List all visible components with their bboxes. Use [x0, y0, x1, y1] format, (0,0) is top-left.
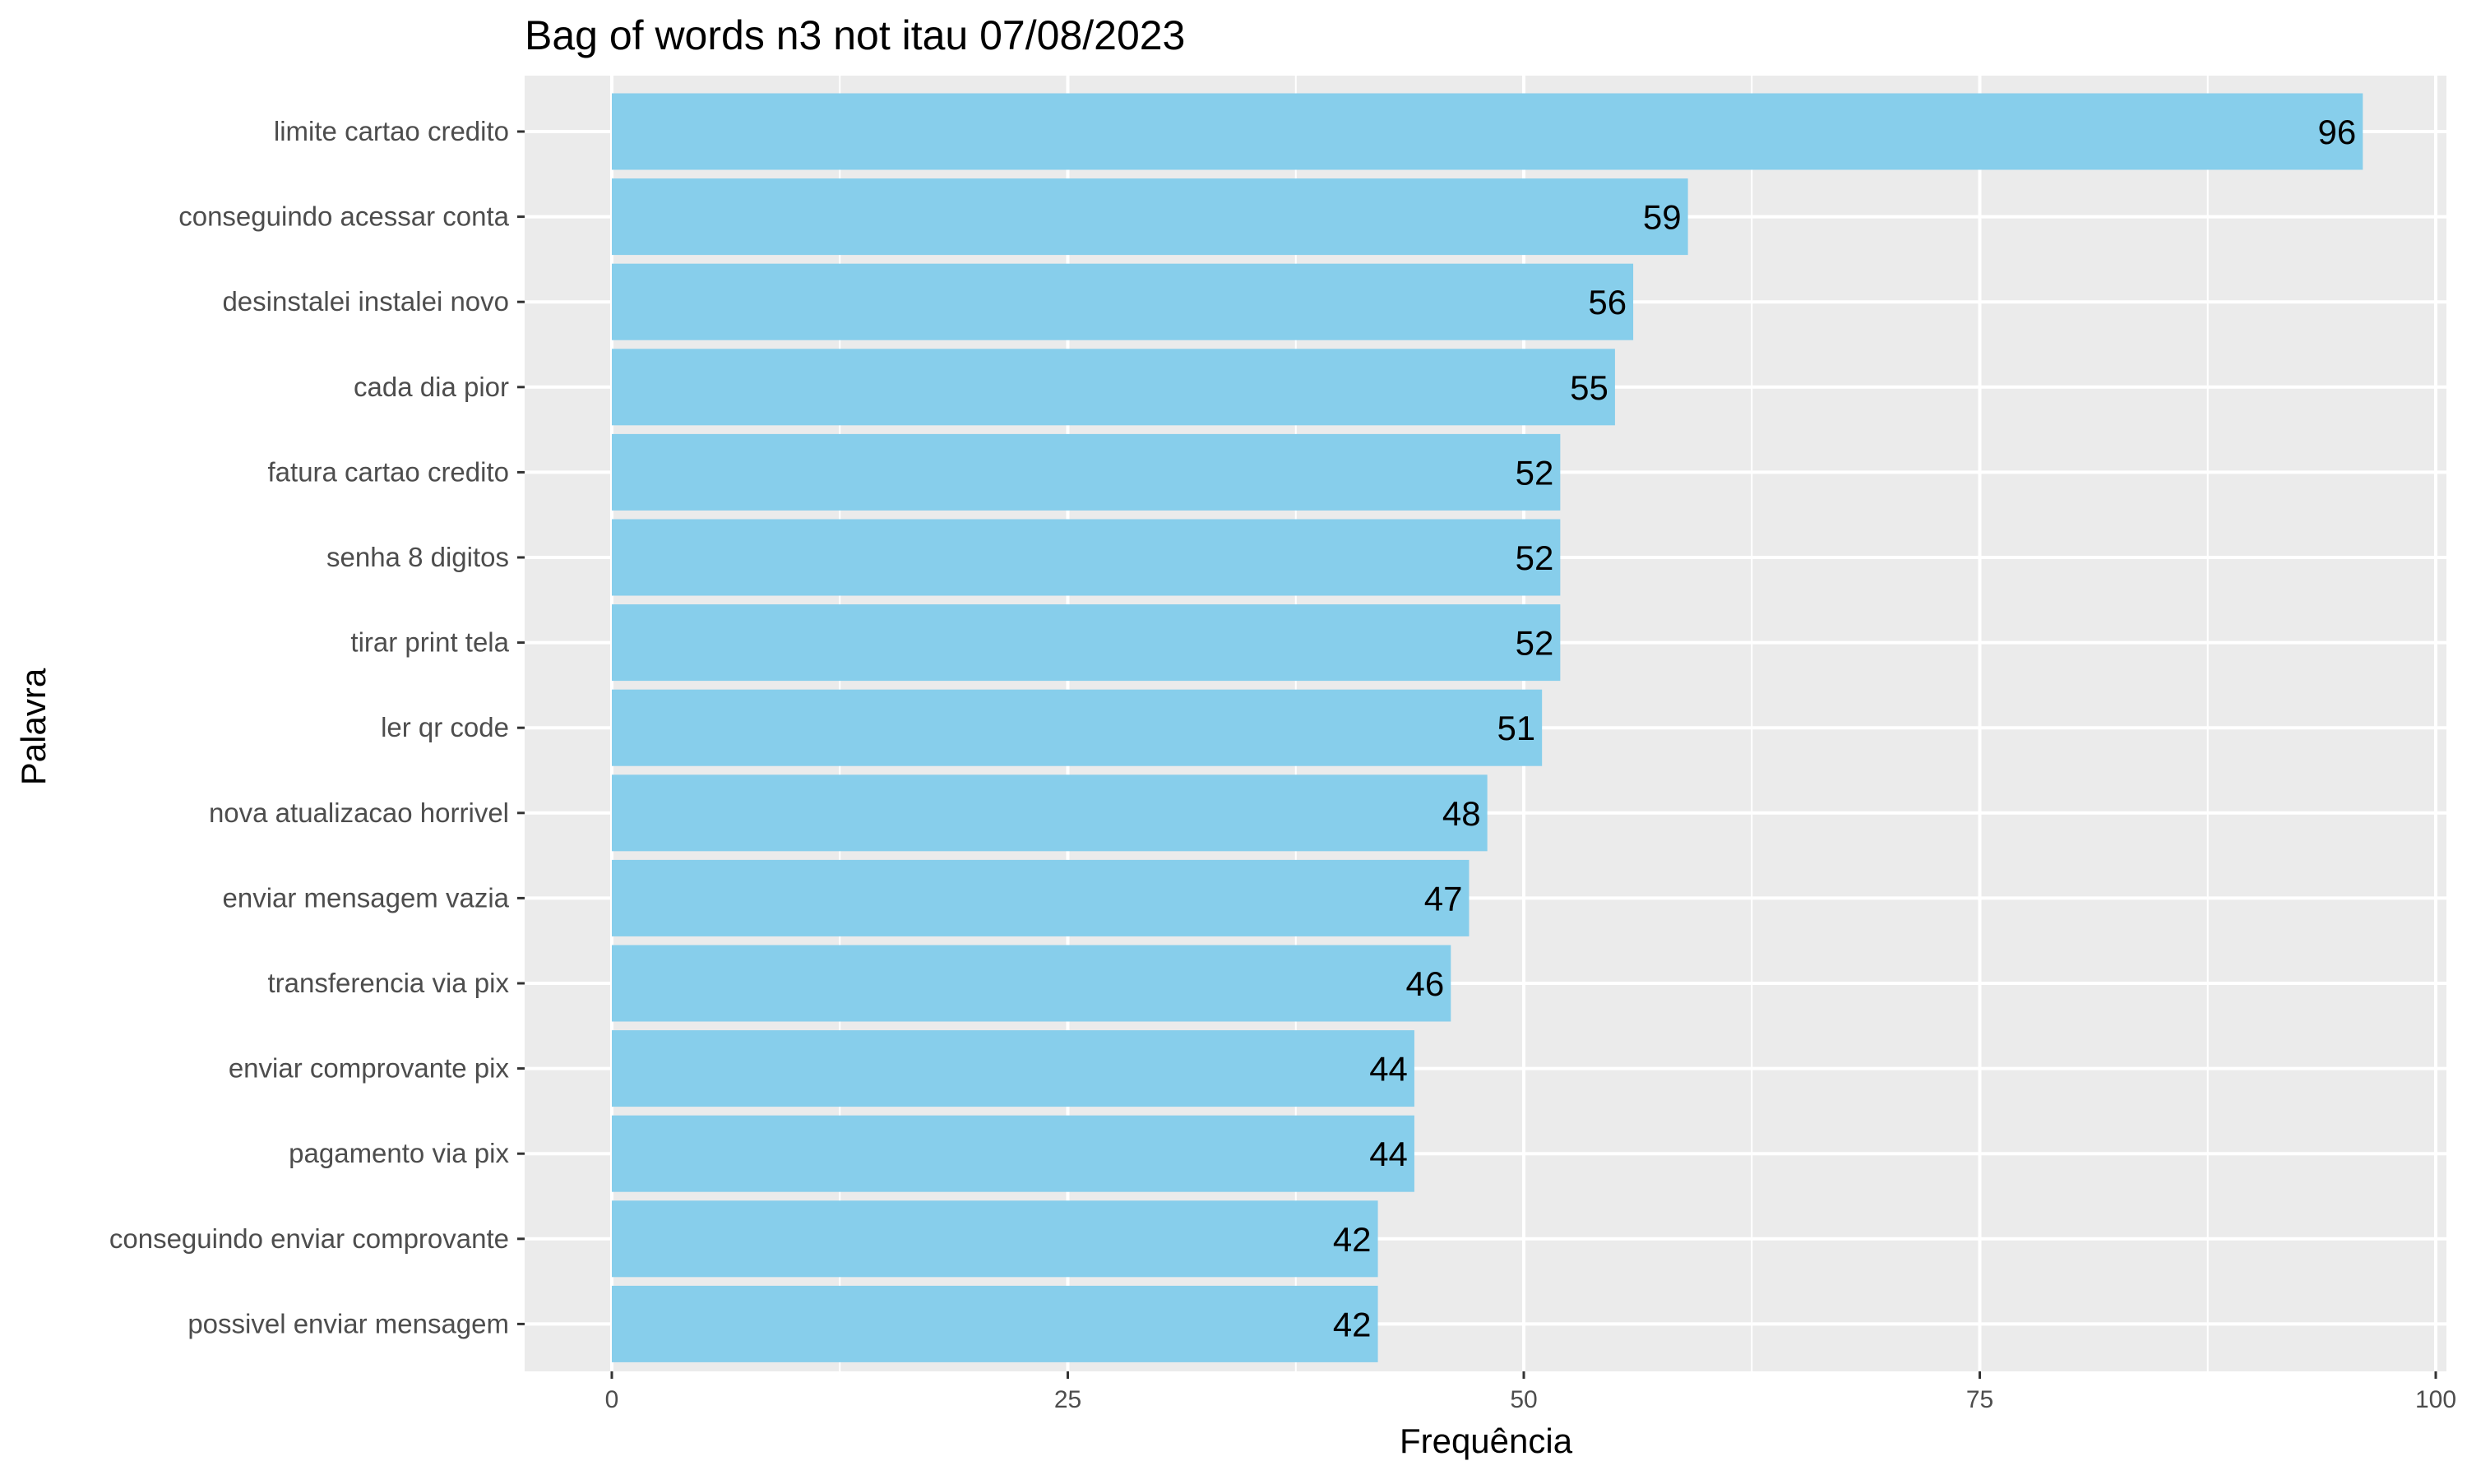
bar [612, 774, 1488, 852]
x-axis-title: Frequência [1400, 1422, 1573, 1460]
x-axis: 0 25 50 75 100 [605, 1371, 2456, 1413]
value-labels: 96 59 56 55 52 52 52 51 48 47 46 44 44 42 42 [1333, 113, 2356, 1343]
x-tick-label: 50 [1510, 1386, 1537, 1413]
y-axis-title: Palavra [14, 668, 53, 785]
category-label: senha 8 digitos [326, 542, 509, 572]
bar [612, 1285, 1378, 1362]
bar [612, 859, 1470, 936]
value-label: 42 [1333, 1305, 1372, 1343]
value-label: 52 [1516, 539, 1554, 577]
bar [612, 945, 1451, 1022]
category-label: ler qr code [381, 712, 509, 742]
value-label: 47 [1424, 879, 1463, 918]
category-label: transferencia via pix [268, 968, 510, 998]
y-axis: limite cartao credito conseguindo acessar… [109, 116, 525, 1338]
bar [612, 93, 2363, 170]
value-label: 56 [1588, 283, 1627, 321]
category-label: nova atualizacao horrivel [209, 797, 509, 828]
chart-title: Bag of words n3 not itau 07/08/2023 [525, 12, 1185, 58]
x-tick-label: 75 [1966, 1386, 1993, 1413]
value-label: 44 [1369, 1135, 1408, 1173]
value-label: 42 [1333, 1220, 1372, 1259]
bar [612, 263, 1634, 340]
category-label: enviar comprovante pix [229, 1053, 510, 1084]
category-label: limite cartao credito [274, 116, 509, 146]
bars [612, 93, 2363, 1362]
bar [612, 178, 1688, 256]
category-label: conseguindo enviar comprovante [109, 1223, 509, 1254]
bar [612, 433, 1561, 511]
category-label: tirar print tela [350, 627, 509, 658]
value-label: 44 [1369, 1050, 1408, 1089]
bar [612, 689, 1543, 766]
category-label: desinstalei instalei novo [222, 286, 509, 317]
value-label: 96 [2318, 113, 2357, 151]
bar [612, 1115, 1414, 1192]
category-label: enviar mensagem vazia [223, 882, 510, 913]
x-tick-label: 25 [1054, 1386, 1081, 1413]
bar [612, 349, 1615, 426]
value-label: 46 [1406, 964, 1445, 1003]
category-label: pagamento via pix [289, 1138, 509, 1168]
value-label: 48 [1442, 794, 1481, 833]
bar [612, 1030, 1414, 1107]
value-label: 55 [1570, 368, 1608, 407]
category-label: conseguindo acessar conta [178, 201, 509, 232]
bar [612, 1200, 1378, 1278]
value-label: 52 [1516, 453, 1554, 492]
category-label: cada dia pior [354, 372, 509, 402]
category-label: fatura cartao credito [268, 456, 510, 487]
x-tick-label: 0 [605, 1386, 619, 1413]
value-label: 59 [1643, 198, 1682, 237]
bar [612, 604, 1561, 682]
value-label: 52 [1516, 624, 1554, 663]
x-tick-label: 100 [2415, 1386, 2456, 1413]
value-label: 51 [1497, 709, 1535, 747]
bar [612, 519, 1561, 596]
category-label: possivel enviar mensagem [187, 1308, 509, 1338]
